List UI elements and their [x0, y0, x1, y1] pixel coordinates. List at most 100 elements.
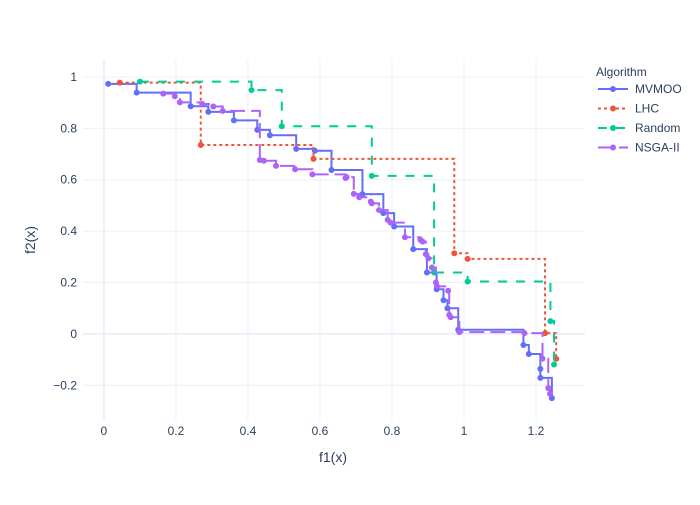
y-axis-label: f2(x): [22, 226, 38, 254]
data-point: [440, 297, 447, 304]
y-tick-label: 0.4: [60, 224, 77, 238]
data-point: [343, 174, 350, 181]
data-point: [444, 305, 451, 312]
x-tick-label: 0: [101, 424, 108, 438]
legend-item[interactable]: Random: [598, 121, 680, 135]
data-point: [433, 283, 440, 290]
x-tick-label: 0.8: [384, 424, 401, 438]
data-point: [199, 100, 206, 107]
data-point: [210, 103, 217, 110]
data-point: [445, 287, 452, 294]
data-point: [464, 278, 471, 285]
gridlines: [83, 60, 585, 420]
data-point: [547, 318, 554, 325]
data-point: [136, 78, 143, 85]
y-tick-label: 0.8: [60, 121, 77, 135]
y-tick-label: 0: [70, 327, 77, 341]
legend-swatch-marker: [610, 125, 616, 131]
data-point: [537, 365, 544, 372]
data-point: [410, 246, 417, 253]
x-tick-label: 0.6: [312, 424, 329, 438]
data-point: [248, 87, 255, 94]
data-point: [278, 123, 285, 130]
data-point: [266, 132, 273, 139]
data-point: [310, 155, 317, 162]
legend-swatch-marker: [610, 144, 616, 151]
data-point: [419, 238, 426, 245]
data-point: [230, 117, 237, 124]
series-mvmoo: [105, 80, 555, 402]
data-point: [401, 234, 408, 241]
data-point: [451, 250, 458, 257]
data-point: [368, 172, 375, 179]
data-point: [423, 269, 430, 276]
data-point: [547, 390, 554, 397]
data-point: [133, 89, 140, 96]
y-tick-label: 0.2: [60, 276, 77, 290]
y-tick-label: −0.2: [53, 378, 77, 392]
legend-label: NSGA-II: [635, 141, 680, 155]
series-line: [108, 82, 553, 399]
data-point: [254, 126, 261, 133]
data-point: [537, 374, 544, 381]
data-point: [197, 142, 204, 149]
legend-item[interactable]: MVMOO: [598, 82, 682, 96]
legend-title: Algorithm: [596, 65, 647, 79]
data-point: [260, 157, 267, 164]
data-point: [545, 385, 552, 392]
data-point: [391, 223, 398, 230]
data-point: [116, 79, 123, 86]
data-point: [456, 329, 463, 336]
series-line: [119, 81, 558, 359]
x-tick-label: 0.2: [168, 424, 185, 438]
data-point: [219, 107, 226, 114]
series-layer: [105, 78, 560, 402]
legend-swatch-marker: [610, 105, 616, 112]
legend-label: MVMOO: [635, 82, 682, 96]
series-lhc: [116, 79, 560, 362]
data-point: [376, 207, 383, 214]
data-point: [273, 162, 280, 169]
data-point: [350, 190, 357, 197]
data-point: [292, 166, 299, 173]
legend[interactable]: Algorithm MVMOO LHC Random NSGA-II: [596, 65, 682, 155]
series-line: [163, 92, 552, 394]
data-point: [328, 166, 335, 173]
x-tick-label: 1: [461, 424, 468, 438]
data-point: [464, 255, 471, 262]
legend-label: LHC: [635, 102, 659, 116]
data-point: [387, 219, 394, 226]
legend-swatch-marker: [610, 86, 616, 92]
data-point: [551, 361, 558, 368]
data-point: [447, 314, 454, 321]
data-point: [205, 108, 212, 115]
data-point: [356, 194, 363, 201]
tick-labels: 0 0.2 0.4 0.6 0.8 1 1.2 −0.2 0 0.2 0.4 0.6 0.8 1: [53, 70, 544, 438]
data-point: [428, 264, 435, 271]
data-point: [309, 171, 316, 178]
data-point: [105, 80, 112, 87]
y-tick-label: 1: [70, 70, 77, 84]
data-point: [176, 99, 183, 106]
x-axis-label: f1(x): [319, 449, 347, 465]
legend-item[interactable]: LHC: [598, 102, 659, 116]
legend-item[interactable]: NSGA-II: [598, 141, 680, 155]
series-line: [139, 80, 556, 365]
data-point: [380, 210, 387, 217]
x-tick-label: 0.4: [240, 424, 257, 438]
data-point: [425, 255, 432, 262]
data-point: [521, 330, 528, 337]
data-point: [539, 355, 546, 362]
data-point: [171, 93, 178, 100]
data-point: [542, 330, 549, 337]
data-point: [293, 145, 300, 152]
y-tick-label: 0.6: [60, 173, 77, 187]
series-nsga-ii: [160, 90, 554, 397]
data-point: [520, 341, 527, 348]
data-point: [187, 103, 194, 110]
data-point: [525, 350, 532, 357]
data-point: [368, 200, 375, 207]
data-point: [160, 90, 167, 97]
